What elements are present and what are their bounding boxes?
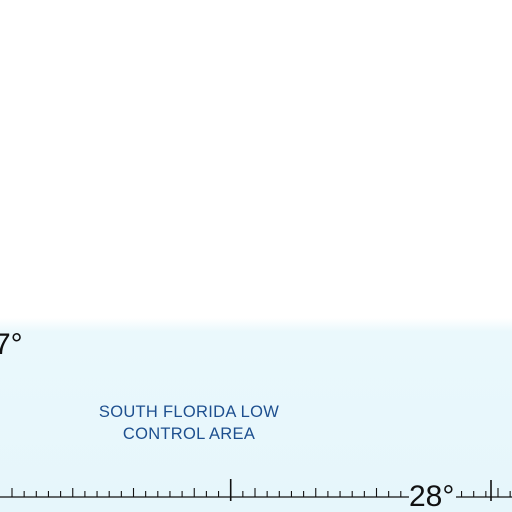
control-area-label: SOUTH FLORIDA LOW CONTROL AREA <box>54 401 324 445</box>
latitude-label-left: 7° <box>0 328 23 361</box>
control-area-label-line2: CONTROL AREA <box>122 425 256 443</box>
control-area-label-line1: SOUTH FLORIDA LOW <box>98 403 280 421</box>
control-area-shading <box>0 318 512 512</box>
latitude-label-right: 28° <box>409 480 457 512</box>
